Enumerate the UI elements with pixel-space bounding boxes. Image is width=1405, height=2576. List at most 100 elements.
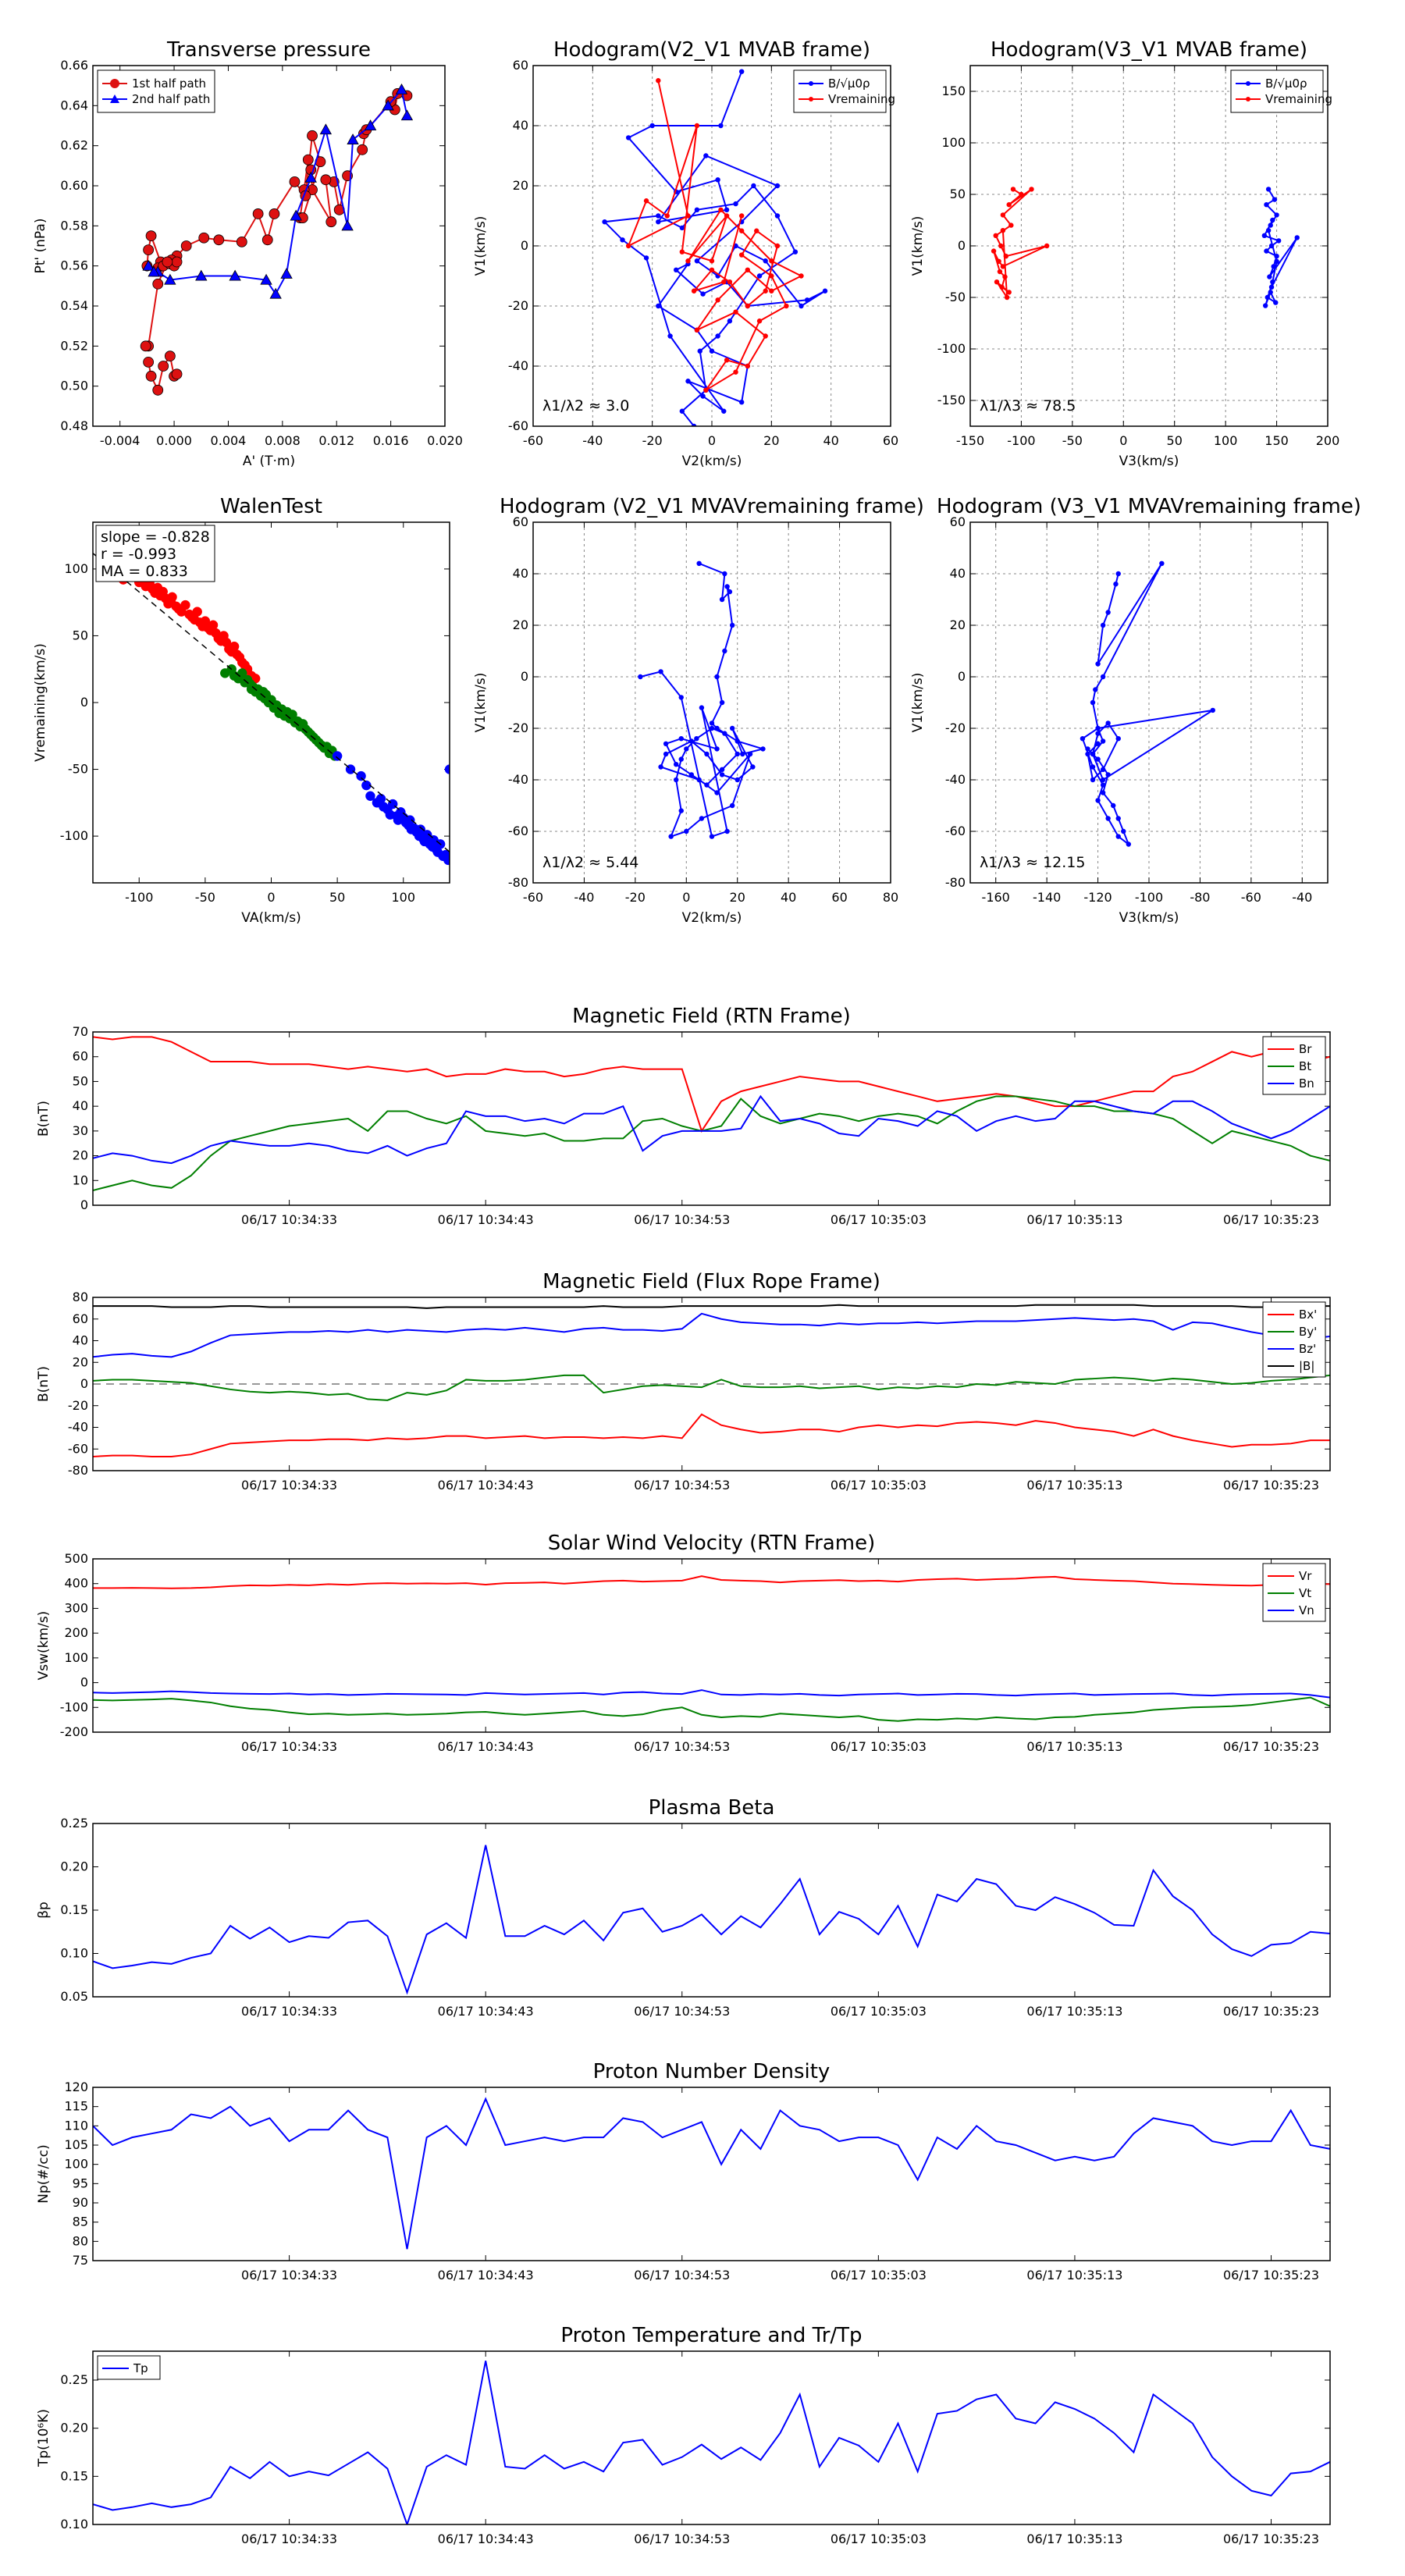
x-tick-label: 0.004 [211,433,247,448]
y-axis-label: βp [36,1902,52,1919]
data-point [1095,798,1101,803]
x-tick-label: -100 [125,890,153,905]
x-tick-label: 100 [391,890,415,905]
data-point [738,228,745,233]
chart-hodo1: -60 -40 -20 0 20 40 60 -60 -40 -20 0 20 40 60 Hodogram… [473,38,898,469]
y-tick-label: 105 [64,2137,88,2152]
data-point [167,592,177,603]
chart-title: Plasma Beta [649,1796,775,1820]
y-tick-label: 0.20 [60,1859,88,1874]
y-tick-label: 95 [73,2176,88,2190]
data-point [714,725,720,731]
y-tick-label: -100 [60,828,88,843]
data-point [1271,264,1276,269]
plot-frame [92,1823,1331,1998]
data-point [444,764,450,774]
data-point [1267,274,1272,279]
x-tick-label: 06/17 10:34:43 [438,1478,534,1493]
x-tick-label: -40 [582,433,603,448]
data-point [1113,582,1119,587]
data-point [1264,248,1269,254]
plot-area [93,2361,1330,2524]
y-tick-label: 20 [73,1148,88,1163]
data-point [1100,767,1106,772]
data-point-triangle [260,273,272,285]
data-point-circle [252,208,264,219]
series-line-v [640,562,767,838]
data-point [1029,187,1034,192]
data-point [694,327,700,333]
y-tick-label: 75 [73,2253,88,2268]
chart-tp: -0.004 0.000 0.004 0.008 0.012 0.016 0.020 0.48… [33,38,463,469]
data-point [738,252,745,258]
data-point [729,622,735,628]
data-point [1115,816,1121,821]
data-point-circle [143,356,155,368]
data-point [694,207,700,212]
series-line-br [93,1036,1330,1133]
data-point-circle [158,361,169,372]
series-line-vt [93,1696,1330,1722]
data-point-triangle [195,269,208,281]
y-axis-label: V1(km/s) [473,673,489,733]
data-point [747,751,753,757]
data-point [356,770,366,781]
data-point [1100,738,1106,744]
y-tick-label: -80 [68,1463,88,1478]
data-point-triangle [382,99,394,111]
ratio-annotation: λ1/λ3 ≈ 78.5 [980,397,1076,415]
x-axis-label: A' (T·m) [243,454,295,469]
series-line-tp [93,2361,1330,2524]
data-point [1090,751,1096,757]
data-point [1111,802,1116,809]
y-tick-label: 150 [941,84,966,98]
x-tick-label: -60 [523,890,543,905]
data-point-triangle [319,123,333,135]
legend-marker [110,79,119,88]
x-tick-label: 06/17 10:34:33 [241,1739,337,1754]
data-point [1002,274,1008,279]
plot-area [638,560,767,839]
data-point [443,855,450,866]
data-point [715,333,720,339]
data-point [763,258,768,264]
data-point [1003,254,1009,259]
chart-title: Solar Wind Velocity (RTN Frame) [548,1532,875,1555]
data-point-triangle [164,273,176,285]
data-point [1100,777,1106,783]
data-point [738,69,745,74]
y-tick-label: -60 [508,418,528,433]
data-point [799,273,804,279]
y-tick-label: 90 [73,2195,88,2210]
data-point [733,309,738,315]
chart-np: 06/17 10:34:33 06/17 10:34:43 06/17 10:34:… [36,2060,1331,2282]
data-point [760,746,766,752]
x-tick-label: 200 [1316,433,1340,448]
y-tick-label: -150 [937,393,966,407]
data-point [718,123,724,129]
y-tick-label: 300 [64,1600,88,1615]
data-point-triangle [364,119,377,131]
y-tick-label: 40 [513,118,528,133]
x-tick-label: 06/17 10:34:33 [241,1212,337,1227]
data-point [1085,751,1090,757]
series-line-beta [93,1845,1330,1995]
y-axis-label: Pt' (nPa) [33,219,48,274]
x-tick-label: 20 [763,433,779,448]
data-point [1095,661,1101,667]
data-point [1270,279,1275,285]
y-axis-label: Vsw(km/s) [36,1611,52,1681]
data-point [663,751,669,757]
x-tick-label: 0.016 [373,433,409,448]
data-point [1008,222,1014,228]
chart-title: Transverse pressure [166,38,371,62]
y-tick-label: 120 [64,2080,88,2094]
data-point-circle [180,240,192,251]
data-point [724,828,730,834]
y-tick-label: 115 [64,2099,88,2114]
data-point [422,830,432,840]
data-point [696,560,702,566]
legend-label: Vr [1299,1569,1312,1583]
data-point [1095,725,1101,731]
chart-title: Hodogram(V2_V1 MVAB frame) [553,38,870,62]
